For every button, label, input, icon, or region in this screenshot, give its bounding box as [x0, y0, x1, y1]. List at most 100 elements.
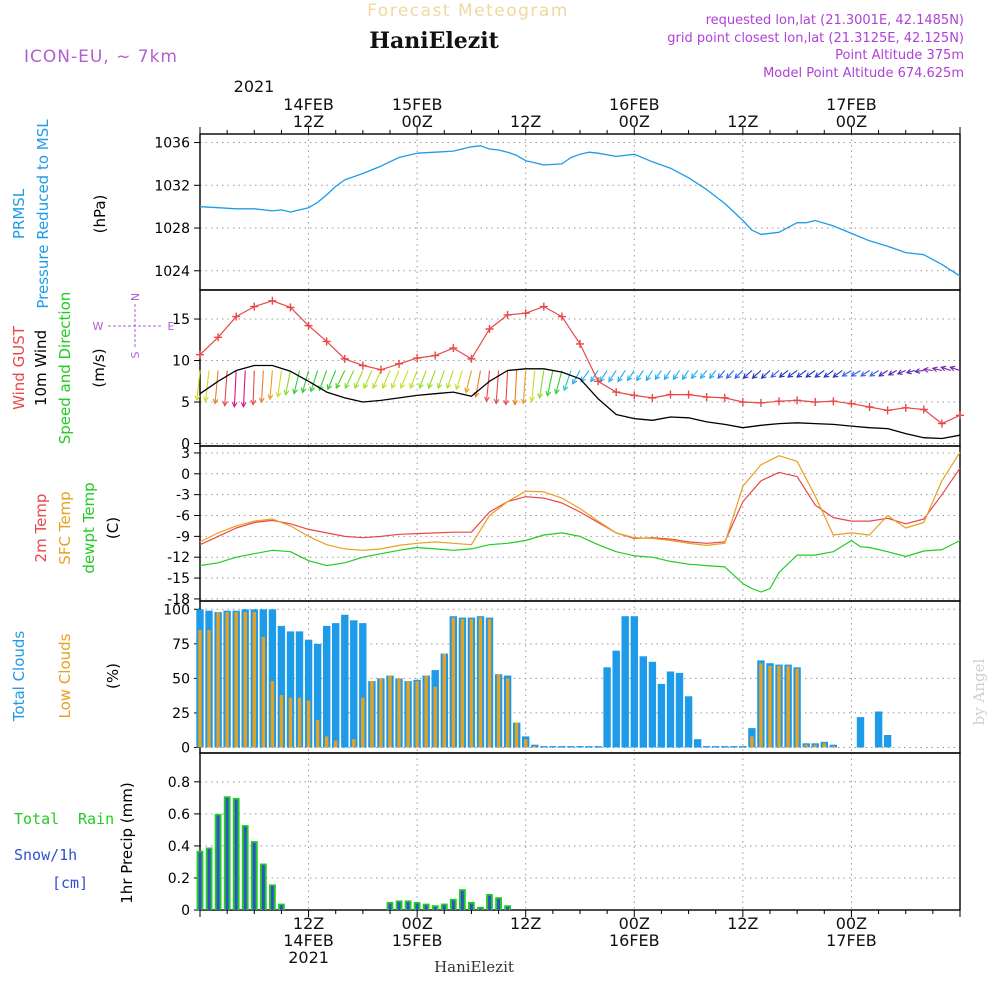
- temperature-ytick-label: -12: [167, 550, 190, 566]
- total-clouds-title: Total Clouds: [10, 631, 28, 723]
- precip-snow-bar: [434, 907, 437, 910]
- temperature-ytick-label: 3: [181, 446, 190, 462]
- wind-gust-marker: [884, 406, 892, 414]
- wind-gust-marker: [739, 398, 747, 406]
- precip-snow-bar: [280, 905, 283, 910]
- low-cloud-bar: [298, 698, 301, 748]
- wind-ytick-label: 5: [181, 395, 190, 411]
- pressure-ytick-label: 1032: [154, 178, 190, 194]
- total-cloud-bar: [640, 656, 647, 747]
- wind-frame: [200, 290, 960, 446]
- wind-arrow-shaft: [262, 370, 264, 402]
- precip-axis-title: 1hr Precip (mm): [118, 782, 136, 903]
- wind-ytick-label: 15: [172, 312, 190, 328]
- wind-arrow-shaft: [270, 370, 272, 399]
- wind-arrow-shaft: [253, 370, 254, 404]
- total-cloud-bar: [585, 746, 592, 747]
- pressure-panel-titles: PRMSL Pressure Reduced to MSL (hPa): [10, 119, 109, 309]
- temperature-panel: 30-3-6-9-12-15-18: [167, 446, 960, 608]
- precip-ytick-label: 0: [181, 903, 190, 919]
- clouds-ytick-label: 100: [163, 602, 190, 618]
- low-cloud-bar: [533, 746, 536, 747]
- wind-gust-marker: [685, 391, 693, 399]
- low-cloud-bar: [777, 666, 780, 748]
- wind-gust-marker: [829, 397, 837, 405]
- total-cloud-bar: [667, 672, 674, 748]
- low-cloud-bar: [759, 663, 762, 747]
- wind-gust-marker: [250, 303, 258, 311]
- total-cloud-bar: [594, 746, 601, 747]
- precip-snow-bar: [253, 843, 256, 910]
- total-cloud-bar: [540, 746, 547, 747]
- precip-snow-bar: [506, 907, 509, 910]
- low-cloud-bar: [506, 678, 509, 747]
- total-cloud-bar: [649, 662, 656, 748]
- precip-snow-bar: [217, 816, 220, 911]
- precip-snow-bar: [425, 905, 428, 910]
- wind-gust-marker: [522, 309, 530, 317]
- low-cloud-bar: [479, 618, 482, 748]
- compass-east: E: [168, 320, 175, 333]
- wind-gust-marker: [775, 397, 783, 405]
- prmsl-title: PRMSL: [10, 188, 28, 239]
- total-cloud-bar: [884, 735, 891, 747]
- low-cloud-bar: [488, 619, 491, 748]
- prmsl-line: [200, 146, 960, 276]
- temp-dewpt-line: [200, 533, 960, 592]
- low-cloud-bar: [497, 674, 500, 747]
- low-cloud-bar: [415, 681, 418, 747]
- wind-direction-arrows: [195, 366, 960, 406]
- bottom-time-label: 17FEB: [826, 931, 877, 950]
- low-cloud-bar: [434, 687, 437, 748]
- total-cloud-bar: [576, 746, 583, 747]
- wind-gust-marker: [721, 394, 729, 402]
- total-cloud-bar: [875, 712, 882, 748]
- precip-ytick-label: 0.8: [168, 775, 190, 791]
- precip-panel: 00.20.40.60.8: [168, 753, 960, 919]
- low-cloud-bar: [786, 666, 789, 748]
- precip-snow-bar: [416, 904, 419, 910]
- pressure-ytick-label: 1028: [154, 221, 190, 237]
- low-cloud-bar: [823, 743, 826, 747]
- temp-sfc-line: [200, 452, 960, 550]
- temperature-ytick-label: 0: [181, 467, 190, 483]
- clouds-ytick-label: 75: [172, 637, 190, 653]
- total-cloud-bar: [694, 739, 701, 747]
- low-cloud-bar: [216, 612, 219, 747]
- precip-snow-bar: [262, 865, 265, 910]
- temp-2m-title: 2m Temp: [32, 494, 50, 563]
- wind-gust-marker: [648, 394, 656, 402]
- wind-gust-marker: [395, 360, 403, 368]
- bottom-time-label: 15FEB: [392, 931, 443, 950]
- wind-arrow-shaft: [532, 370, 535, 401]
- precip-snow-bar: [199, 852, 202, 910]
- wind-unit-title: (m/s): [90, 348, 108, 387]
- low-cloud-bar: [452, 618, 455, 748]
- total-cloud-bar: [567, 746, 574, 747]
- clouds-ytick-label: 50: [172, 671, 190, 687]
- total-cloud-bar: [603, 667, 610, 747]
- meteogram-figure: Forecast Meteogram HaniElezit ICON-EU, ~…: [0, 0, 1000, 1000]
- compass-west: W: [93, 320, 104, 333]
- wind-arrow-shaft: [234, 370, 236, 406]
- wind-arrow-shaft: [506, 370, 508, 404]
- bottom-time-axis: 12Z14FEB202100Z15FEB12Z 00Z16FEB12Z 00Z17F…: [283, 914, 877, 967]
- wind-gust-marker: [902, 404, 910, 412]
- pressure-unit-title: (hPa): [91, 195, 109, 234]
- wind-gust-marker: [413, 354, 421, 362]
- requested-location: requested lon,lat (21.3001E, 42.1485N): [706, 13, 964, 28]
- total-cloud-bar: [613, 651, 620, 748]
- wind-gust-marker: [866, 403, 874, 411]
- precip-rain-title: Rain: [78, 810, 114, 828]
- pressure-frame: [200, 134, 960, 290]
- wind-gust-marker: [268, 297, 276, 305]
- total-cloud-bar: [676, 673, 683, 748]
- precip-snow-bar: [235, 800, 238, 911]
- wind-gust-marker: [377, 366, 385, 374]
- station-name: HaniElezit: [369, 28, 499, 54]
- precip-snow-bar: [488, 896, 491, 910]
- low-cloud-bar: [406, 681, 409, 747]
- wind-arrow-shaft: [523, 370, 525, 403]
- low-cloud-bar: [515, 723, 518, 748]
- pressure-msl-title: Pressure Reduced to MSL: [34, 119, 52, 309]
